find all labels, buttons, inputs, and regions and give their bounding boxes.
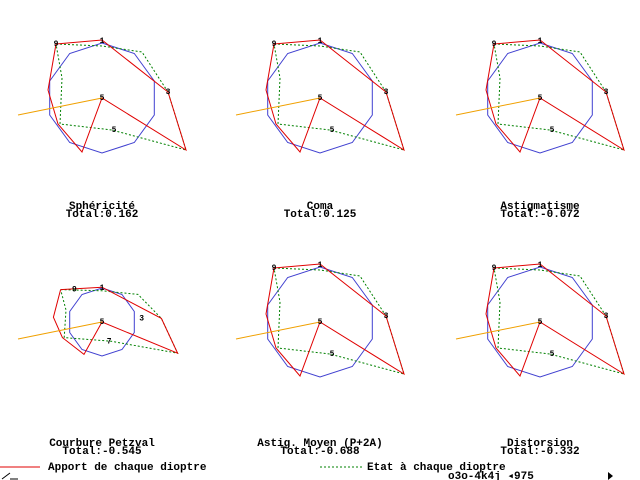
decagon xyxy=(267,266,373,378)
panel-title: Coma xyxy=(307,201,334,213)
orange-ray xyxy=(455,321,541,340)
panel-total: Total:-0.072 xyxy=(500,209,579,221)
point-label: 3 xyxy=(384,88,389,97)
point-label: 1 xyxy=(318,261,323,270)
decagon xyxy=(487,266,593,378)
panel-total: Total:0.162 xyxy=(66,209,139,221)
orange-ray xyxy=(235,97,321,116)
orange-ray xyxy=(17,321,103,340)
footer: o3o-4k4j ◂975 xyxy=(448,471,534,480)
point-label: 7 xyxy=(107,337,112,346)
panel-title: Distorsion xyxy=(507,438,573,450)
panel-title: Astig. Moyen (P+2A) xyxy=(257,438,382,450)
orange-ray xyxy=(455,97,541,116)
point-label: 5 xyxy=(112,126,117,135)
point-label: 9 xyxy=(72,286,77,295)
legend-red: Apport de chaque dioptre xyxy=(48,462,207,474)
point-label: 3 xyxy=(604,312,609,321)
point-label: 5 xyxy=(550,350,555,359)
point-label: 1 xyxy=(100,284,105,293)
orange-ray xyxy=(17,97,103,116)
point-label: 3 xyxy=(166,88,171,97)
point-label: 5 xyxy=(318,94,323,103)
panel-total: Total:0.125 xyxy=(284,209,357,221)
point-label: 9 xyxy=(492,264,497,273)
decagon xyxy=(267,42,373,154)
point-label: 5 xyxy=(330,350,335,359)
point-label: 5 xyxy=(330,126,335,135)
point-label: 3 xyxy=(139,315,144,324)
panel-title: Sphéricité xyxy=(69,201,135,213)
point-label: 3 xyxy=(384,312,389,321)
legend-green: Etat à chaque dioptre xyxy=(367,462,506,474)
point-label: 9 xyxy=(492,40,497,49)
decagon xyxy=(69,287,135,357)
decagon xyxy=(49,42,155,154)
point-label: 5 xyxy=(318,318,323,327)
point-label: 9 xyxy=(272,264,277,273)
point-label: 1 xyxy=(100,37,105,46)
panel-title: Astigmatisme xyxy=(500,201,580,213)
panel-title: Courbure Petzval xyxy=(49,438,155,450)
point-label: 5 xyxy=(100,318,105,327)
orange-ray xyxy=(235,321,321,340)
panel-total: Total:-0.688 xyxy=(280,446,360,458)
corner-icon xyxy=(1,472,18,480)
panel-total: Total:-0.545 xyxy=(62,446,142,458)
arrow-icon[interactable] xyxy=(608,472,613,480)
point-label: 5 xyxy=(538,94,543,103)
red-path xyxy=(52,286,179,356)
point-label: 3 xyxy=(604,88,609,97)
point-label: 5 xyxy=(100,94,105,103)
point-label: 1 xyxy=(318,37,323,46)
point-label: 9 xyxy=(272,40,277,49)
decagon xyxy=(487,42,593,154)
point-label: 9 xyxy=(54,40,59,49)
point-label: 1 xyxy=(538,37,543,46)
panel-total: Total:-0.332 xyxy=(500,446,579,458)
point-label: 5 xyxy=(538,318,543,327)
point-label: 5 xyxy=(550,126,555,135)
point-label: 1 xyxy=(538,261,543,270)
